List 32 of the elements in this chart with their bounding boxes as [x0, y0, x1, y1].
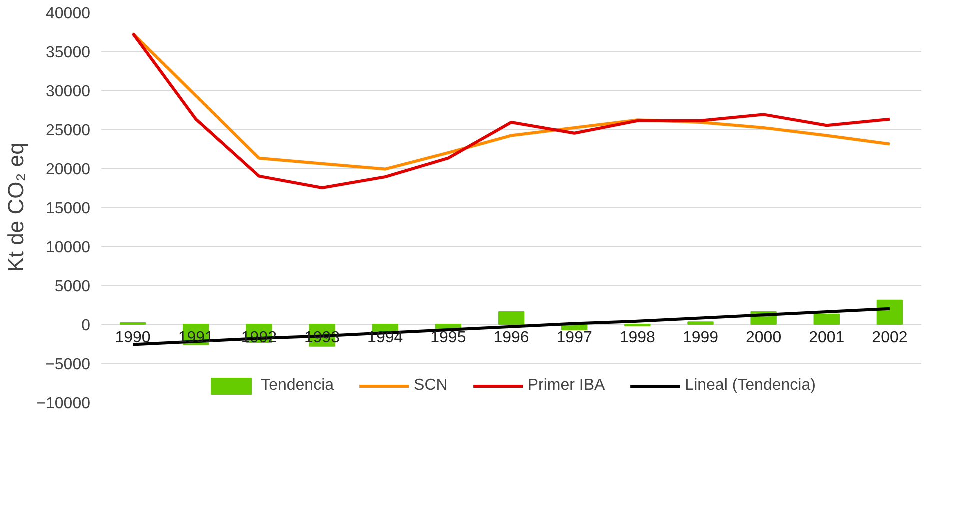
x-tick-label: 1999 [682, 330, 719, 346]
x-tick-label: 1990 [115, 330, 151, 346]
y-tick-label: 10000 [46, 240, 91, 256]
legend-label: Primer IBA [528, 377, 606, 395]
y-tick-label: 35000 [46, 44, 91, 62]
y-tick-label: 40000 [46, 6, 91, 22]
x-tick-label: 1993 [304, 330, 340, 346]
y-tick-label: 0 [82, 318, 91, 334]
y-tick-label: −5000 [46, 356, 91, 374]
legend-label: Tendencia [261, 377, 334, 395]
y-axis-title: Kt de CO₂ eq [4, 142, 29, 272]
y-tick-label: 5000 [54, 278, 91, 296]
y-tick-label: 25000 [46, 122, 91, 140]
x-tick-label: 2000 [746, 330, 782, 346]
x-tick-label: 1992 [241, 330, 278, 346]
x-tick-label: 1995 [430, 330, 466, 346]
x-tick-label: 2001 [809, 330, 845, 346]
y-tick-label: 20000 [46, 162, 91, 178]
bar [814, 314, 840, 325]
legend-label: Lineal (Tendencia) [685, 377, 816, 395]
y-tick-label: 15000 [46, 200, 91, 218]
legend-label: SCN [414, 377, 448, 395]
bar [876, 300, 904, 325]
y-tick-label: 30000 [46, 84, 91, 100]
x-tick-label: 1997 [556, 330, 592, 346]
x-tick-label: 1998 [620, 330, 656, 346]
bar [498, 312, 525, 325]
bar [688, 322, 714, 325]
y-tick-label: −10000 [36, 396, 91, 412]
x-tick-label: 2002 [872, 330, 908, 346]
x-tick-label: 1996 [494, 330, 530, 346]
x-tick-label: 1994 [368, 330, 404, 346]
